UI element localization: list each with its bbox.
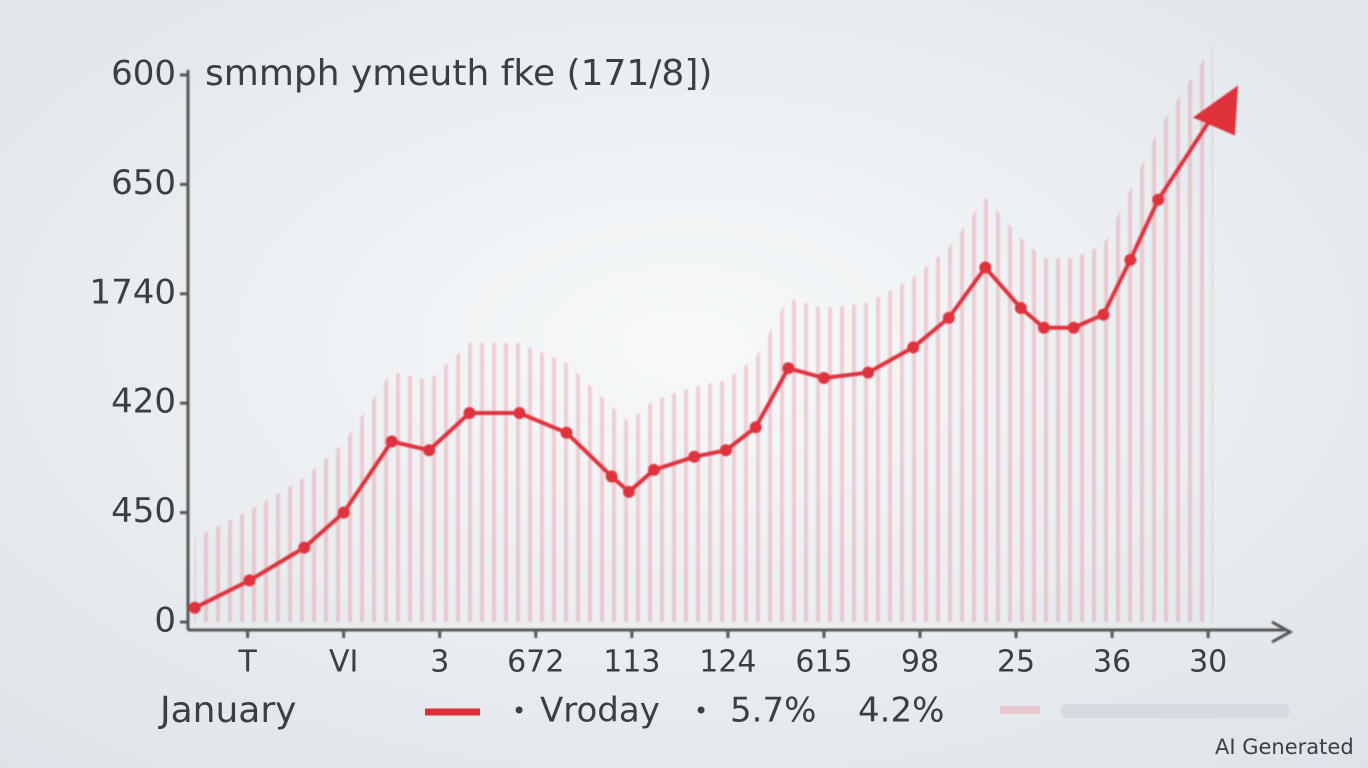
legend-label: Vroday	[540, 691, 660, 731]
point	[298, 541, 311, 554]
y-tick-label: 600	[111, 54, 176, 94]
arrow-head	[1192, 85, 1238, 136]
point	[942, 311, 955, 324]
y-tick-label: 450	[111, 491, 176, 531]
point	[817, 372, 830, 385]
point	[560, 426, 573, 439]
y-tick-label: 650	[111, 163, 176, 203]
watermark: AI Generated	[1215, 735, 1354, 759]
point	[513, 407, 526, 420]
point	[782, 362, 795, 375]
legend-dot: •	[694, 697, 708, 725]
point	[243, 574, 256, 587]
point	[423, 444, 436, 457]
point	[647, 463, 660, 476]
point	[1124, 253, 1137, 266]
annotation: 5.7%	[730, 691, 816, 731]
x-tick-label: VI	[329, 645, 358, 680]
axis-arrow	[1271, 620, 1294, 644]
legend-blur	[1000, 706, 1040, 714]
point	[1037, 321, 1050, 334]
point	[622, 485, 635, 498]
y-tick-label: 1740	[89, 272, 176, 312]
point	[1014, 302, 1027, 315]
x-axis-label: January	[158, 690, 296, 731]
x-tick-label: 124	[699, 645, 756, 680]
shade	[194, 45, 1213, 622]
x-tick-label: 30	[1189, 645, 1227, 680]
point	[749, 421, 762, 434]
legend-blur	[1060, 704, 1290, 718]
point	[719, 444, 732, 457]
y-tick-label: 420	[111, 382, 176, 422]
plot	[180, 45, 1294, 644]
annotation: 4.2%	[858, 691, 944, 731]
point	[907, 341, 920, 354]
legend-dot: •	[512, 697, 526, 725]
point	[1097, 308, 1110, 321]
x-tick-label: 98	[901, 645, 939, 680]
point	[862, 366, 875, 379]
point	[1067, 321, 1080, 334]
point	[979, 261, 992, 274]
x-tick-label: T	[237, 645, 257, 680]
x-tick-label: 36	[1093, 645, 1131, 680]
chart-title: smmph ymeuth fke (171/8])	[205, 53, 712, 94]
x-tick-label: 113	[603, 645, 660, 680]
line	[193, 114, 1215, 610]
point	[188, 601, 201, 614]
point	[337, 506, 350, 519]
x-tick-label: 672	[507, 645, 564, 680]
x-tick-label: 3	[430, 645, 449, 680]
point	[1152, 193, 1165, 206]
point	[463, 407, 476, 420]
point	[385, 435, 398, 448]
point	[688, 450, 701, 463]
x-tick-label: 25	[997, 645, 1035, 680]
x-tick-label: 615	[795, 645, 852, 680]
y-tick-label: 0	[154, 601, 176, 641]
point	[605, 470, 618, 483]
